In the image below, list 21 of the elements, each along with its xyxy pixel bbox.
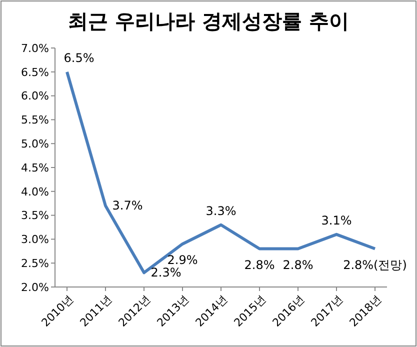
- y-tick-label: 5.5%: [21, 114, 49, 127]
- data-label: 6.5%: [64, 50, 94, 65]
- data-label: 3.3%: [206, 204, 236, 218]
- y-tick-label: 2.5%: [21, 256, 49, 270]
- y-tick-label: 7.0%: [21, 42, 49, 55]
- y-tick-label: 4.5%: [21, 161, 49, 174]
- y-tick-label: 6.5%: [21, 66, 49, 79]
- data-label: 3.1%: [321, 213, 352, 228]
- data-label: 3.7%: [112, 198, 143, 213]
- data-label: 2.8%(전망): [343, 258, 407, 272]
- data-label: 2.8%: [244, 258, 275, 272]
- y-tick-label: 6.0%: [21, 90, 49, 103]
- y-tick-label: 3.0%: [21, 233, 49, 246]
- data-label: 2.9%: [167, 252, 198, 267]
- y-tick-label: 4.0%: [21, 185, 49, 198]
- data-label: 2.3%: [150, 266, 182, 280]
- data-label: 2.8%: [282, 258, 314, 272]
- y-tick-label: 2.0%: [21, 280, 49, 294]
- y-tick-label: 5.0%: [21, 137, 49, 150]
- y-tick-label: 3.5%: [21, 209, 49, 222]
- chart-title: 최근 우리나라 경제성장률 추이: [68, 9, 349, 33]
